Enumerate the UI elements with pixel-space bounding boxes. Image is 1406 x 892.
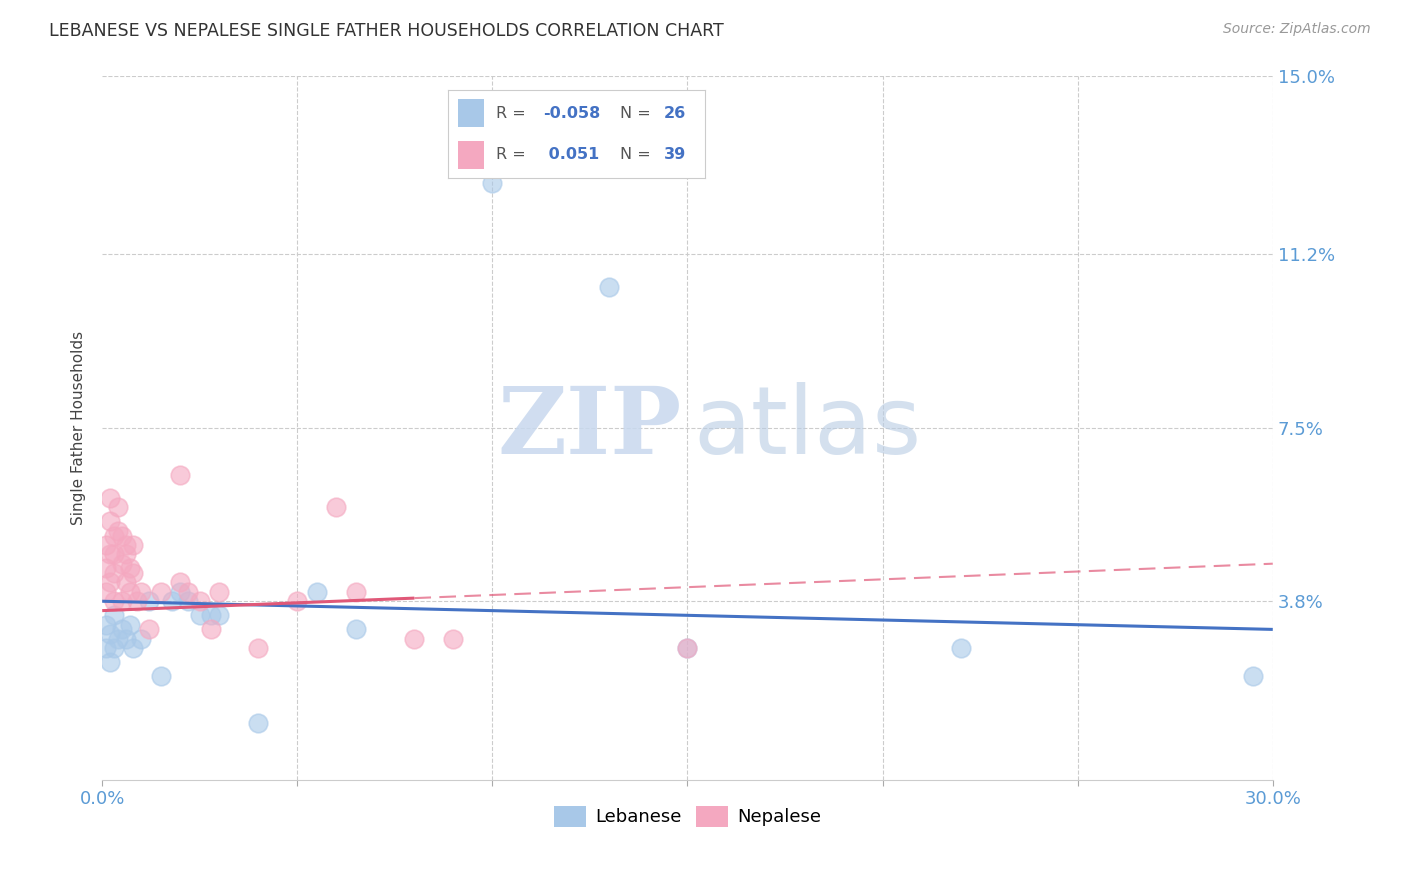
Point <box>676 641 699 656</box>
Point <box>169 585 191 599</box>
Legend: Lebanese, Nepalese: Lebanese, Nepalese <box>547 798 828 834</box>
Point <box>169 467 191 482</box>
Point <box>103 608 125 623</box>
Point <box>114 547 136 561</box>
Point <box>98 655 121 669</box>
Text: LEBANESE VS NEPALESE SINGLE FATHER HOUSEHOLDS CORRELATION CHART: LEBANESE VS NEPALESE SINGLE FATHER HOUSE… <box>49 22 724 40</box>
Point <box>481 177 503 191</box>
Point <box>94 617 117 632</box>
Point <box>177 585 200 599</box>
Point <box>127 594 149 608</box>
Point <box>285 594 308 608</box>
Point <box>94 538 117 552</box>
Text: ZIP: ZIP <box>498 383 682 473</box>
Point <box>111 594 134 608</box>
Point <box>344 623 367 637</box>
Point <box>138 623 160 637</box>
Point <box>129 585 152 599</box>
Point <box>103 566 125 580</box>
Point <box>208 608 231 623</box>
Point <box>404 632 426 646</box>
Point <box>598 279 620 293</box>
Point <box>208 585 231 599</box>
Point <box>107 632 129 646</box>
Point <box>118 585 141 599</box>
Point <box>441 632 464 646</box>
Point <box>118 617 141 632</box>
Point <box>103 641 125 656</box>
Point <box>103 594 125 608</box>
Point <box>149 585 172 599</box>
Point <box>107 500 129 515</box>
Point <box>177 594 200 608</box>
Point <box>94 641 117 656</box>
Point <box>98 515 121 529</box>
Point <box>98 547 121 561</box>
Point <box>114 575 136 590</box>
Point <box>98 575 121 590</box>
Text: Source: ZipAtlas.com: Source: ZipAtlas.com <box>1223 22 1371 37</box>
Point <box>188 594 211 608</box>
Point <box>94 585 117 599</box>
Point <box>138 594 160 608</box>
Point <box>1241 669 1264 683</box>
Point <box>325 500 347 515</box>
Point <box>200 608 222 623</box>
Y-axis label: Single Father Households: Single Father Households <box>72 331 86 524</box>
Point <box>247 716 270 731</box>
Point <box>169 575 191 590</box>
Point <box>344 585 367 599</box>
Point <box>149 669 172 683</box>
Point <box>111 528 134 542</box>
Point <box>98 627 121 641</box>
Point <box>94 561 117 575</box>
Point <box>118 561 141 575</box>
Point <box>122 538 145 552</box>
Point <box>122 566 145 580</box>
Point <box>107 524 129 538</box>
Text: atlas: atlas <box>693 382 921 474</box>
Point <box>122 641 145 656</box>
Point <box>676 641 699 656</box>
Point <box>114 538 136 552</box>
Point <box>247 641 270 656</box>
Point <box>114 632 136 646</box>
Point <box>111 557 134 571</box>
Point <box>949 641 972 656</box>
Point <box>98 491 121 505</box>
Point <box>103 528 125 542</box>
Point <box>305 585 328 599</box>
Point <box>103 547 125 561</box>
Point <box>188 608 211 623</box>
Point <box>111 623 134 637</box>
Point <box>162 594 184 608</box>
Point <box>129 632 152 646</box>
Point <box>200 623 222 637</box>
